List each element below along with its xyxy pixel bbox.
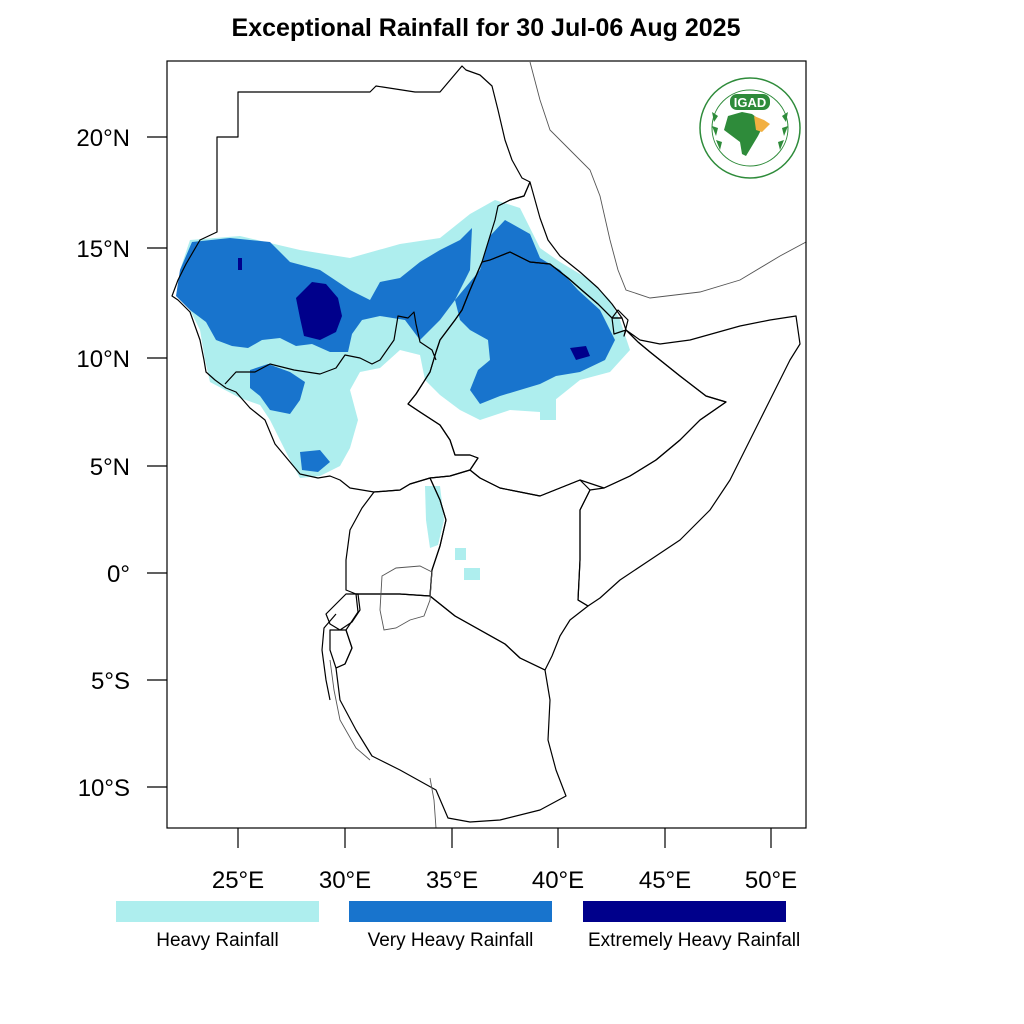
legend-swatch-extreme <box>583 901 786 922</box>
heavy-rainfall-area-east <box>540 396 556 420</box>
rainfall-layer <box>176 200 630 580</box>
sudan-south-sudan-border <box>224 311 437 385</box>
logo-laurel-left <box>712 112 722 150</box>
lon-tick-label: 25°E <box>212 867 264 894</box>
country-borders <box>171 65 801 823</box>
djibouti-outline <box>611 309 629 337</box>
logo-africa-shape <box>724 112 762 156</box>
chart-title: Exceptional Rainfall for 30 Jul-06 Aug 2… <box>231 14 741 42</box>
red-sea-coast <box>529 61 806 299</box>
kenya-outline <box>429 469 591 671</box>
igad-logo: IGAD <box>699 77 801 179</box>
lat-tick-label: 10°N <box>76 346 130 373</box>
lat-tick-label: 15°N <box>76 236 130 263</box>
coastlines <box>329 61 806 828</box>
lat-tick-label: 5°N <box>90 454 130 481</box>
latitude-axis: 20°N 15°N 10°N 5°N 0° 5°S 10°S <box>76 125 167 802</box>
logo-horn-highlight <box>754 116 770 132</box>
plot-frame <box>166 60 807 829</box>
drc-lake-border <box>321 613 337 701</box>
legend-label-heavy: Heavy Rainfall <box>156 930 279 951</box>
heavy-rainfall-area-south <box>425 486 444 548</box>
lake-malawi <box>429 777 437 828</box>
very-heavy-rainfall-area-south-sudan <box>250 364 330 472</box>
rwanda-burundi-outline <box>325 593 361 669</box>
legend-label-very-heavy: Very Heavy Rainfall <box>367 930 534 951</box>
lake-victoria <box>379 565 433 631</box>
lat-tick-label: 10°S <box>78 775 130 802</box>
lon-tick-label: 40°E <box>532 867 584 894</box>
somalia-outline <box>577 315 801 607</box>
tanzania-outline <box>335 593 567 823</box>
longitude-axis: 25°E 30°E 35°E 40°E 45°E 50°E <box>212 828 797 894</box>
heavy-rainfall-area-kenya <box>455 548 480 580</box>
logo-laurel-right <box>778 112 788 150</box>
lat-tick-label: 5°S <box>91 668 130 695</box>
lake-tanganyika <box>329 659 371 761</box>
logo-text: IGAD <box>734 95 767 110</box>
lon-tick-label: 45°E <box>639 867 691 894</box>
logo-text-badge <box>730 94 770 110</box>
legend-swatch-very-heavy <box>349 901 552 922</box>
legend-swatch-heavy <box>116 901 319 922</box>
extreme-rainfall-areas <box>238 258 590 360</box>
extreme-rainfall-area-darfur <box>296 282 342 340</box>
legend-label-extreme: Extremely Heavy Rainfall <box>588 930 801 951</box>
lon-tick-label: 30°E <box>319 867 371 894</box>
lon-tick-label: 50°E <box>745 867 797 894</box>
lat-tick-label: 0° <box>107 561 130 588</box>
lat-tick-label: 20°N <box>76 125 130 152</box>
lon-tick-label: 35°E <box>426 867 478 894</box>
logo-laurels <box>712 112 788 150</box>
